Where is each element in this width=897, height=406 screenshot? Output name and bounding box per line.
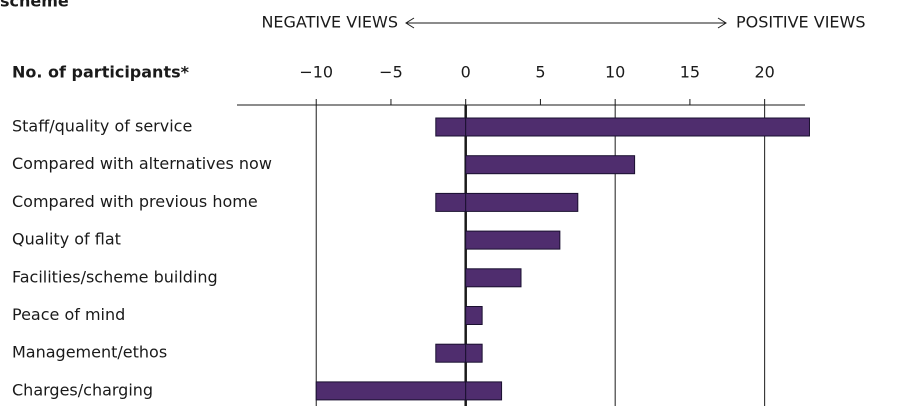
bar-negative xyxy=(435,343,467,363)
category-label: Compared with alternatives now xyxy=(12,154,272,173)
category-label: Peace of mind xyxy=(12,305,125,324)
bar-negative xyxy=(315,381,467,401)
x-tick-label: 5 xyxy=(535,63,545,82)
category-label: Staff/quality of service xyxy=(12,117,192,136)
right-annotation: POSITIVE VIEWS xyxy=(736,13,866,32)
x-tick-label: −5 xyxy=(379,63,403,82)
x-tick-label: 0 xyxy=(461,63,471,82)
category-label: Facilities/scheme building xyxy=(12,267,218,286)
bar-positive xyxy=(465,306,483,325)
bar-negative xyxy=(435,117,467,137)
chart-title: scheme xyxy=(0,0,69,11)
x-axis-label: No. of participants* xyxy=(12,63,190,82)
x-tick-label: −10 xyxy=(299,63,333,82)
arrow xyxy=(405,17,727,29)
bar-positive xyxy=(465,343,483,363)
bar-positive xyxy=(465,117,810,137)
category-label: Charges/charging xyxy=(12,380,153,399)
category-label: Compared with previous home xyxy=(12,192,258,211)
bar-positive xyxy=(465,230,561,250)
bar-positive xyxy=(465,155,636,175)
x-tick-label: 10 xyxy=(605,63,625,82)
x-tick-label: 20 xyxy=(754,63,774,82)
bar-negative xyxy=(435,192,467,212)
x-tick-label: 15 xyxy=(680,63,700,82)
bar-positive xyxy=(465,192,579,212)
bar-positive xyxy=(465,381,503,401)
bar-positive xyxy=(465,268,522,288)
category-label: Management/ethos xyxy=(12,343,167,362)
category-label: Quality of flat xyxy=(12,230,121,249)
left-annotation: NEGATIVE VIEWS xyxy=(261,13,398,32)
